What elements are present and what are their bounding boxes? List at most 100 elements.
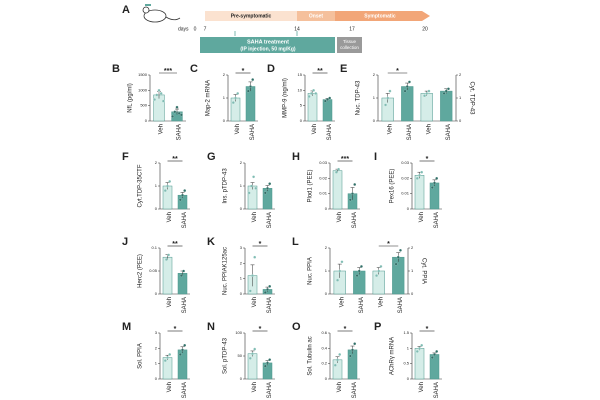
x-tick-label: Veh [387, 124, 393, 134]
data-point [263, 291, 267, 294]
y-tick-label: 0 [223, 118, 226, 123]
data-point [337, 167, 341, 171]
significance-label: *** [164, 68, 172, 75]
x-tick-label: Veh [312, 124, 318, 134]
data-point [268, 358, 272, 362]
x-tick-label: SAHA [434, 382, 440, 398]
data-point [268, 182, 272, 186]
data-point [384, 103, 387, 107]
data-point [394, 262, 398, 266]
y-axis-label: Ins. pTDP-43 [223, 168, 229, 204]
day-label: 7 [204, 26, 207, 32]
y-tick-label: 0 [240, 206, 243, 211]
x-tick-label: Veh [159, 124, 165, 134]
day-label: 17 [349, 26, 355, 32]
x-tick-label: SAHA [434, 212, 440, 228]
y-tick-label: 1 [223, 95, 226, 100]
data-point [355, 274, 359, 278]
x-tick-label: SAHA [327, 124, 333, 140]
data-point [323, 99, 327, 103]
panel-letter: M [122, 321, 131, 333]
data-point [403, 89, 407, 93]
x-tick-label: SAHA [267, 297, 273, 313]
significance-label: * [259, 326, 262, 333]
y-axis-label: Sol. PPIA [138, 343, 144, 369]
x-tick-label: SAHA [177, 124, 183, 140]
data-point [430, 356, 434, 359]
panel-letter: B [112, 63, 120, 75]
x-tick-label: Veh [419, 212, 425, 222]
y-axis-label: Nuc. TDP-43 [356, 80, 362, 115]
panel-letter: L [292, 236, 299, 248]
x-tick-label: Veh [167, 382, 173, 392]
data-point [444, 89, 448, 93]
x-tick-label: SAHA [446, 124, 452, 140]
y-tick-label: 0 [145, 118, 148, 123]
mouse-icon [142, 4, 181, 23]
y-tick-label: 100 [235, 330, 242, 335]
data-point [177, 111, 181, 115]
data-point [166, 356, 169, 359]
y-tick-label: 0 [240, 291, 243, 296]
data-point [263, 364, 267, 368]
y-tick-label: 15 [298, 72, 303, 77]
data-point [183, 343, 187, 347]
y-tick-label: 2 [411, 245, 414, 250]
x-tick-label: Veh [419, 382, 425, 392]
data-point [405, 85, 409, 88]
y-tick-label: 2 [373, 72, 376, 77]
data-point [357, 269, 361, 273]
bar [401, 86, 414, 122]
error-bar [175, 108, 179, 115]
days-label: days [178, 26, 189, 32]
y-tick-label: 2 [155, 160, 158, 165]
y-axis-label: Nuc. PPIAK125ac [223, 247, 229, 295]
x-tick-label: Veh [167, 212, 173, 222]
day-label: 20 [422, 26, 428, 32]
y-axis-label: Map-2 mRNA [206, 80, 212, 116]
y2-axis-label: Cyt. PPIA [420, 258, 426, 284]
y-tick-label: 3 [155, 330, 158, 335]
y-axis-label: Sol. Tubulin ac [308, 336, 314, 375]
data-point [375, 274, 378, 278]
data-point [353, 342, 357, 346]
collection-box [337, 37, 362, 53]
data-point [430, 186, 434, 189]
y-tick-label: 0.03 [401, 160, 410, 165]
bar [262, 188, 273, 210]
data-point [351, 192, 354, 196]
y-tick-label: 0.03 [319, 160, 328, 165]
bar [162, 256, 173, 295]
y-tick-label: 1 [411, 268, 414, 273]
data-point [263, 191, 267, 195]
data-point [166, 184, 169, 188]
data-point [159, 91, 163, 95]
y-axis-label: Pex16 (PEE) [390, 169, 396, 204]
panel-letter: F [122, 151, 129, 163]
day-label: 14 [294, 26, 300, 32]
panel-letter: H [292, 151, 300, 163]
y-tick-label: 0 [411, 291, 414, 296]
data-point [249, 184, 253, 188]
data-point [251, 352, 254, 356]
data-point [312, 88, 316, 92]
y-tick-label: 1 [373, 95, 376, 100]
data-point [182, 269, 186, 273]
data-point [163, 359, 167, 363]
data-point [248, 289, 252, 293]
data-point [163, 189, 167, 193]
significance-label: ** [172, 241, 178, 248]
data-point [178, 198, 182, 202]
y-tick-label: 3 [240, 245, 243, 250]
data-point [335, 170, 338, 174]
data-point [326, 98, 329, 101]
data-point [179, 113, 183, 117]
panel-letter: N [207, 321, 215, 333]
data-point [415, 176, 419, 180]
data-point [360, 265, 363, 268]
data-point [415, 350, 419, 353]
y-axis-label: Sol. pTDP-43 [223, 337, 229, 374]
data-point [181, 193, 184, 197]
significance-label: * [426, 156, 429, 163]
y-tick-label: 1 [325, 268, 328, 273]
